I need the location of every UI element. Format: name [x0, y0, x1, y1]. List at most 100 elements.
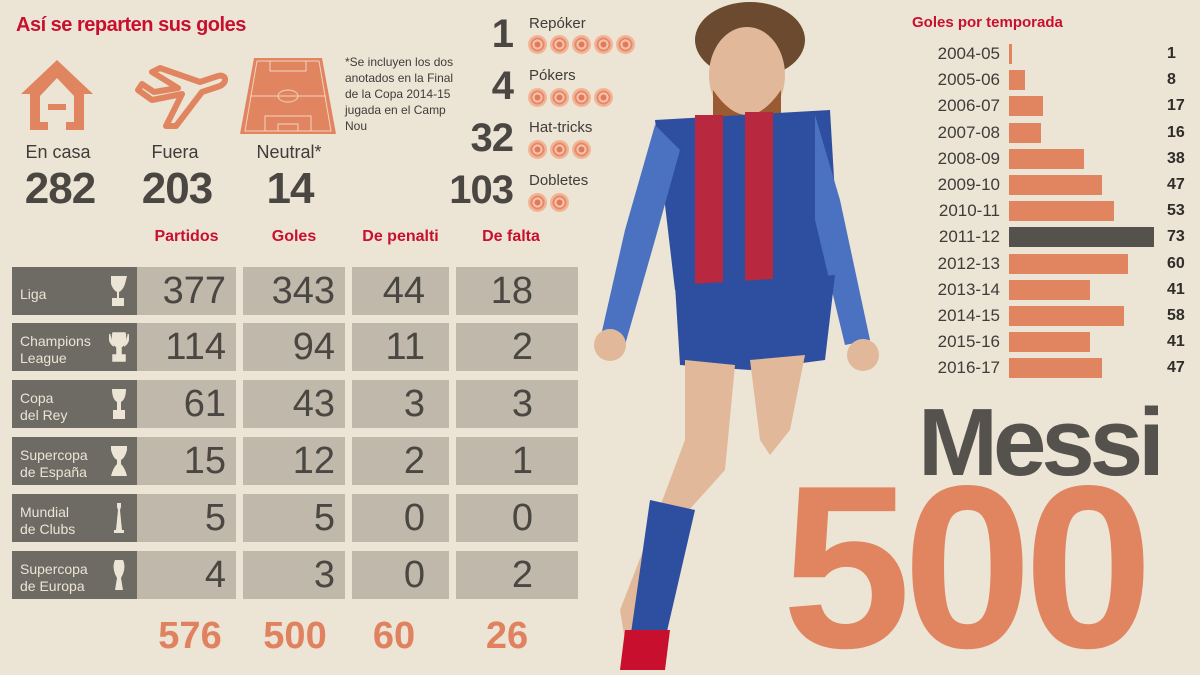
player-photo: [594, 2, 879, 670]
copa-trophy-icon: [112, 389, 126, 419]
cell-copa-goles: 43: [243, 380, 345, 428]
season-bar: [1009, 122, 1041, 143]
soccer-ball-icon: [572, 140, 591, 159]
season-goals-value: 41: [1167, 333, 1185, 351]
soccer-ball-icon: [594, 35, 613, 54]
headline-name: Messi: [918, 389, 1165, 496]
soccer-ball-icon: [528, 140, 547, 159]
hattrick-count: 32: [470, 116, 515, 160]
season-label: 2008-09: [937, 148, 1000, 168]
mundial-trophy-icon: [114, 503, 124, 533]
chart-row: 2007-08 16: [905, 122, 1200, 144]
season-label: 2012-13: [937, 253, 1000, 273]
venue-label-neutral: Neutral*: [256, 142, 322, 162]
table-row-champions: Champions League: [12, 323, 137, 371]
venue-label-away: Fuera: [151, 142, 199, 162]
total-partidos: 576: [158, 615, 222, 657]
ball-icons-2: [528, 193, 569, 212]
season-goals-value: 47: [1167, 176, 1185, 193]
competition-label: Liga: [12, 267, 137, 315]
season-goals-value: 60: [1167, 254, 1185, 272]
season-label: 2010-11: [938, 201, 1000, 221]
season-goals-value: 8: [1167, 71, 1176, 89]
soccer-ball-icon: [616, 35, 635, 54]
cell-supercopa-europa-goles: 3: [243, 551, 345, 599]
season-goals-value: 58: [1167, 307, 1185, 324]
repoker-label: Repóker: [529, 15, 586, 32]
venue-value-away: 203: [141, 164, 213, 213]
cell-liga-partidos: 377: [137, 267, 236, 315]
season-bar: [1009, 306, 1125, 326]
season-label: 2007-08: [937, 122, 1000, 142]
venue-value-neutral: 14: [266, 164, 315, 213]
season-bar: [1009, 148, 1085, 169]
supercopa-europa-trophy-icon: [113, 560, 125, 590]
soccer-ball-icon: [550, 35, 569, 54]
ball-icons-5: [528, 35, 635, 54]
poker-label: Pókers: [529, 67, 576, 84]
table-row-supercopa-espana: Supercopa de España: [12, 437, 137, 485]
cell-mundial-falta: 0: [456, 494, 578, 542]
competition-label: Supercopa de España: [12, 437, 137, 485]
chart-row: 2009-10 47: [905, 174, 1200, 196]
section-title: Así se reparten sus goles: [16, 14, 246, 36]
soccer-ball-icon: [594, 88, 613, 107]
repoker-count: 1: [491, 12, 514, 56]
house-icon: [21, 60, 93, 130]
competition-label: Champions League: [12, 323, 137, 371]
season-bar: [1009, 201, 1115, 222]
cell-copa-partidos: 61: [137, 380, 236, 428]
cell-mundial-goles: 5: [243, 494, 345, 542]
champions-trophy-icon: [109, 332, 129, 362]
cell-champions-goles: 94: [243, 323, 345, 371]
liga-trophy-icon: [111, 276, 127, 306]
cell-supercopa-espana-goles: 12: [243, 437, 345, 485]
season-label: 2014-15: [937, 306, 1000, 325]
cell-champions-partidos: 114: [137, 323, 236, 371]
cell-mundial-penalti: 0: [352, 494, 449, 542]
season-goals-value: 53: [1167, 202, 1185, 220]
season-bar: [1009, 70, 1025, 91]
chart-row: 2016-17 47: [905, 357, 1200, 379]
cell-liga-falta: 18: [456, 267, 578, 315]
season-goals-value: 73: [1167, 228, 1185, 246]
chart-row: 2012-13 60: [905, 253, 1200, 275]
total-penalti: 60: [372, 615, 416, 657]
table-row-supercopa-europa: Supercopa de Europa: [12, 551, 137, 599]
chart-row: 2015-16 41: [905, 331, 1200, 353]
doblete-label: Dobletes: [529, 172, 589, 189]
season-bar: [1009, 175, 1103, 195]
season-goals-value: 1: [1167, 45, 1176, 62]
venue-label-home: En casa: [25, 142, 91, 162]
season-goals-value: 17: [1167, 97, 1185, 115]
cell-copa-penalti: 3: [352, 380, 449, 428]
total-goles: 500: [263, 615, 327, 657]
football-pitch-icon: [240, 58, 336, 134]
column-header-penalti: De penalti: [362, 228, 439, 245]
chart-row: 2006-07 17: [905, 95, 1200, 117]
season-label: 2005-06: [937, 70, 1000, 90]
cell-liga-penalti: 44: [352, 267, 449, 315]
season-goals-value: 47: [1167, 359, 1185, 377]
table-row-copa: Copa del Rey: [12, 380, 137, 428]
season-bar: [1009, 279, 1091, 300]
ball-icons-4: [528, 88, 613, 107]
soccer-ball-icon: [550, 88, 569, 107]
table-row-mundial: Mundial de Clubs: [12, 494, 137, 542]
season-label: 2006-07: [937, 96, 1000, 116]
soccer-ball-icon: [528, 193, 547, 212]
competition-label: Supercopa de Europa: [12, 551, 137, 599]
season-label: 2011-12: [938, 227, 1000, 247]
soccer-ball-icon: [572, 35, 591, 54]
soccer-ball-icon: [550, 193, 569, 212]
footnote: *Se incluyen los dos anotados en la Fina…: [345, 55, 454, 133]
column-header-partidos: Partidos: [154, 228, 219, 245]
season-label: 2015-16: [937, 332, 1000, 352]
competition-label: Copa del Rey: [12, 380, 137, 428]
season-bar: [1009, 253, 1129, 274]
column-header-goles: Goles: [271, 228, 317, 245]
supercopa-espana-trophy-icon: [111, 446, 127, 476]
chart-row: 2013-14 41: [905, 279, 1200, 301]
cell-champions-falta: 2: [456, 323, 578, 371]
chart-row: 2005-06 8: [905, 69, 1200, 91]
